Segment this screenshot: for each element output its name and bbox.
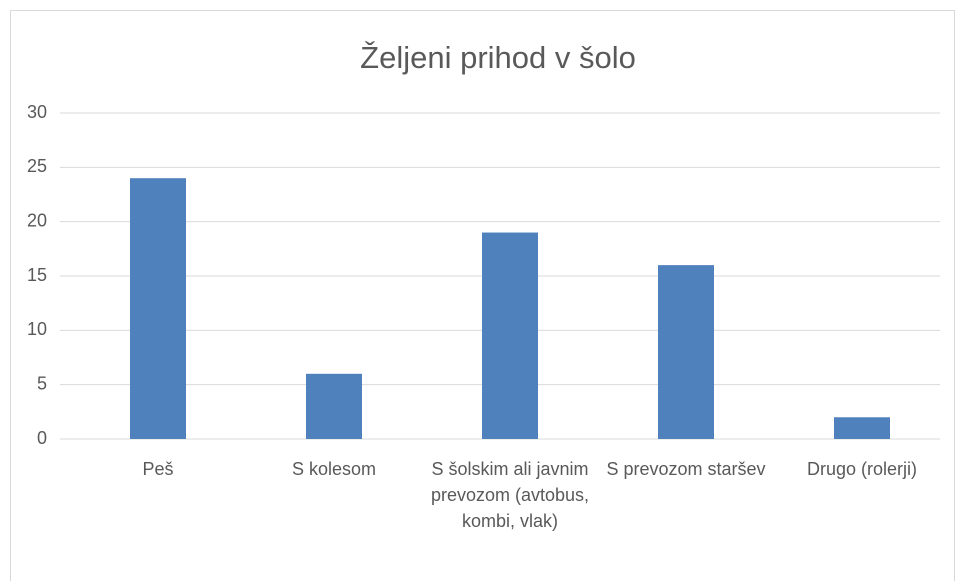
y-tick-label: 0 xyxy=(37,428,47,448)
y-tick-label: 25 xyxy=(27,156,47,176)
x-tick-label: S prevozom staršev xyxy=(606,459,766,479)
bar xyxy=(130,178,186,439)
bar xyxy=(658,265,714,439)
x-tick-label: S šolskim ali javnim prevozom (avtobus, … xyxy=(430,459,590,531)
x-tick-label: Peš xyxy=(142,459,174,479)
y-tick-label: 20 xyxy=(27,210,47,230)
bar xyxy=(834,417,890,439)
x-tick-label: S kolesom xyxy=(291,459,377,479)
bar xyxy=(482,232,538,439)
bar xyxy=(306,373,362,439)
y-tick-label: 10 xyxy=(27,319,47,339)
y-tick-label: 5 xyxy=(37,373,47,393)
chart-title: Željeni prihod v šolo xyxy=(360,40,636,75)
y-tick-label: 15 xyxy=(27,265,47,285)
y-tick-label: 30 xyxy=(27,102,47,122)
x-tick-label: Drugo (rolerji) xyxy=(806,459,918,479)
